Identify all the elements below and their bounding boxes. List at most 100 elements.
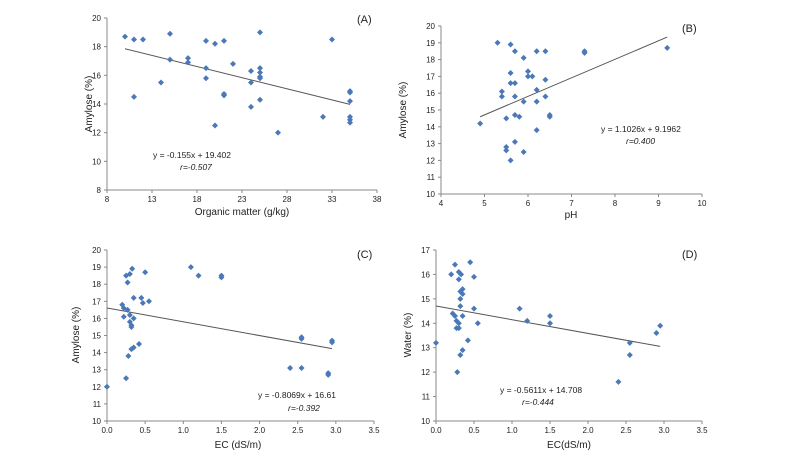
data-point (221, 92, 227, 99)
data-point (516, 305, 523, 312)
x-tick-label: 2.0 (254, 426, 266, 435)
x-tick-label: 38 (373, 195, 382, 204)
data-point (248, 103, 254, 110)
y-tick-label: 12 (421, 368, 430, 377)
correlation-r: r=-0.392 (288, 403, 320, 413)
data-point (511, 48, 518, 55)
data-point (615, 378, 622, 385)
data-point (325, 371, 332, 378)
y-tick-label: 20 (426, 22, 435, 31)
y-tick-label: 20 (92, 14, 101, 23)
y-tick-label: 10 (426, 190, 435, 199)
data-point (626, 339, 633, 346)
data-point (130, 315, 137, 322)
y-axis-title: Amylose (%) (84, 76, 95, 133)
data-point (657, 322, 664, 329)
data-point (123, 375, 130, 382)
data-point (511, 138, 518, 145)
data-point (167, 56, 173, 63)
data-point (455, 276, 462, 283)
x-tick-label: 9 (656, 199, 661, 208)
x-tick-label: 2.0 (582, 426, 594, 435)
y-axis-title: Water (%) (403, 313, 414, 358)
data-point (347, 89, 353, 96)
data-point (130, 294, 137, 301)
data-point (533, 48, 540, 55)
data-point (546, 113, 553, 120)
data-point (498, 88, 505, 95)
data-point (275, 129, 281, 136)
data-point (511, 80, 518, 87)
data-point (520, 98, 527, 105)
data-point (542, 76, 549, 83)
y-tick-label: 18 (92, 280, 101, 289)
data-point (455, 320, 462, 327)
y-tick-labels: 8 10 12 14 16 18 20 (92, 14, 107, 195)
data-point (287, 364, 294, 371)
data-point (477, 120, 484, 127)
data-point (257, 96, 263, 103)
x-tick-label: 3.5 (696, 426, 708, 435)
data-point (131, 93, 137, 100)
y-tick-label: 15 (421, 295, 430, 304)
data-point (507, 70, 514, 77)
data-point (185, 55, 191, 62)
data-point (664, 44, 671, 51)
data-point (124, 279, 131, 286)
data-point (104, 383, 110, 390)
y-tick-label: 16 (92, 71, 101, 80)
data-point (457, 295, 464, 302)
data-point (158, 79, 164, 86)
y-tick-label: 8 (97, 186, 102, 195)
data-point (459, 290, 466, 297)
data-point (454, 369, 461, 376)
data-point (458, 271, 465, 278)
data-point (507, 41, 514, 48)
y-tick-label: 14 (426, 123, 435, 132)
data-point (498, 93, 505, 100)
data-point (221, 37, 227, 44)
panel-label: (B) (682, 23, 697, 35)
data-point (187, 264, 194, 271)
data-point (525, 73, 531, 80)
x-tick-label: 2.5 (292, 426, 304, 435)
data-point (126, 270, 133, 277)
data-point (457, 352, 464, 359)
x-tick-label: 0.0 (101, 426, 113, 435)
x-tick-label: 7 (569, 199, 574, 208)
y-tick-labels: 10 11 12 13 14 15 16 17 18 19 20 (426, 22, 441, 199)
data-points (477, 39, 671, 164)
data-point (467, 259, 474, 266)
panel-b: 10 11 12 13 14 15 16 17 18 19 20 4 5 6 7 8 9 10 (B) y = … (398, 22, 707, 221)
trendline (435, 305, 661, 347)
data-point (452, 261, 458, 268)
trendline-group (479, 36, 668, 118)
correlation-r: r=0.400 (626, 136, 655, 146)
y-tick-label: 18 (92, 43, 101, 52)
panel-c: 10 11 12 13 14 15 16 17 18 19 20 0.0 0.5 1.0 1.5 2.0 2.… (71, 246, 380, 451)
data-point (257, 69, 263, 76)
trendline (479, 36, 668, 118)
data-point (457, 303, 464, 310)
data-point (329, 339, 336, 346)
data-point (464, 337, 471, 344)
y-tick-label: 15 (426, 106, 435, 115)
x-axis-title: Organic matter (g/kg) (195, 207, 289, 218)
data-point (212, 40, 218, 47)
data-point (126, 311, 133, 318)
x-tick-label: 1.0 (506, 426, 518, 435)
data-point (145, 298, 152, 305)
data-point (140, 36, 146, 43)
data-point (120, 313, 127, 320)
data-point (542, 48, 549, 55)
y-tick-labels: 10 11 12 13 14 15 16 17 18 19 20 (92, 246, 107, 426)
regression-equation: y = -0.5611x + 14.708 (500, 385, 582, 395)
data-point (529, 73, 536, 80)
plot-frame (106, 18, 377, 191)
trendline-group (124, 48, 351, 105)
y-tick-label: 19 (426, 39, 435, 48)
data-point (474, 320, 481, 327)
data-point (533, 86, 540, 93)
trendline-group (106, 307, 333, 350)
